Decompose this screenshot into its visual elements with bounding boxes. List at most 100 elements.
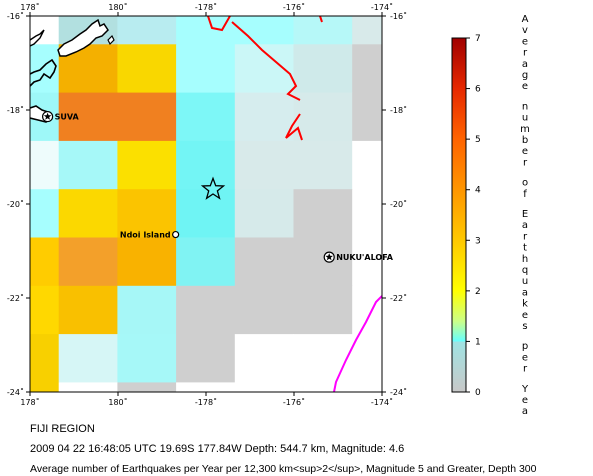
lon-tick-label: 178˚: [20, 397, 39, 407]
lon-tick-label: 178˚: [20, 2, 39, 12]
grid-cell: [293, 16, 353, 45]
place-1: Ndoi Island: [120, 231, 180, 240]
map-description: Average number of Earthquakes per Year p…: [30, 463, 537, 475]
scale-tick-label: 7: [475, 34, 481, 44]
scale-title-letter: a: [522, 287, 528, 298]
scale-title-letter: e: [522, 81, 528, 92]
scale-title-letter: a: [522, 220, 528, 231]
grid-cell: [293, 382, 353, 392]
grid-cells: [30, 16, 529, 392]
scale-title-letter: a: [522, 59, 528, 70]
scale-title-letter: n: [522, 101, 528, 112]
grid-cell: [176, 382, 236, 392]
epicenter: [200, 176, 226, 200]
grid-cell: [293, 189, 353, 238]
grid-cell: [176, 140, 236, 190]
grid-cell: [176, 44, 236, 94]
grid-cell: [30, 237, 60, 287]
grid-cell: [30, 285, 60, 335]
scale-title-letter: k: [522, 299, 528, 310]
scale-title-letter: p: [522, 341, 528, 352]
map-frame: SUVA Ndoi Island NUKU'ALOFA 178˚ 178˚ 180˚ 18…: [7, 2, 529, 407]
scale-title-letter: f: [523, 189, 527, 200]
lat-tick-label: -16˚: [390, 11, 407, 21]
grid-cell: [58, 92, 118, 142]
grid-cell: [58, 334, 118, 383]
grid-cell: [234, 382, 294, 392]
scale-title-letter: q: [522, 265, 528, 276]
viti-levu-outline: [30, 58, 57, 87]
lat-tick-label: -18˚: [7, 105, 24, 115]
grid-cell: [176, 237, 236, 287]
region-title: FIJI REGION: [30, 423, 95, 435]
grid-cell: [117, 382, 177, 392]
scale-title-letter: m: [520, 124, 530, 135]
scale-title-letter: b: [522, 135, 528, 146]
grid-cell: [234, 16, 294, 45]
grid-cell: [352, 189, 382, 238]
grid-cell: [470, 141, 529, 190]
lon-tick-label: 180˚: [108, 397, 127, 407]
scale-tick-label: 2: [475, 287, 481, 297]
vanua-levu-outline: [57, 18, 109, 57]
grid-cell: [234, 140, 294, 190]
plate-boundary-line: [207, 16, 323, 141]
trench-line: [333, 295, 382, 392]
grid-cell: [117, 189, 177, 238]
scale-title-letter: e: [522, 395, 528, 406]
grid-cell: [58, 140, 118, 190]
scale-title-letter: e: [522, 146, 528, 157]
scale-title-letter: r: [523, 231, 528, 242]
grid-cell: [176, 92, 236, 142]
scale-title-letter: e: [522, 310, 528, 321]
grid-cell: [176, 189, 236, 238]
lon-tick-label: -174˚: [371, 397, 393, 407]
grid-cell: [293, 44, 353, 94]
lat-tick-label: -20˚: [390, 199, 407, 209]
grid-cell: [234, 92, 294, 142]
axis-ticks: 178˚ 178˚ 180˚ 180˚ -178˚ -178˚ -176˚ -176˚ -174…: [7, 2, 407, 407]
grid-cell: [58, 237, 118, 287]
grid-cell: [30, 189, 60, 238]
lat-tick-label: -18˚: [390, 105, 407, 115]
place-label: SUVA: [55, 113, 80, 122]
lon-tick-label: -176˚: [283, 397, 305, 407]
scale-title-letter: Y: [521, 384, 529, 395]
lat-tick-label: -24˚: [7, 387, 24, 397]
grid-cell: [234, 237, 294, 287]
grid-cell: [176, 285, 236, 335]
grid-cell: [352, 382, 382, 392]
scale-title-letter: u: [522, 276, 528, 287]
capital-star-icon: [43, 112, 52, 120]
scale-title-letter: a: [522, 406, 528, 417]
grid-cell: [293, 237, 353, 287]
lat-tick-label: -16˚: [7, 11, 24, 21]
scale-title-letter: e: [522, 352, 528, 363]
scale-tick-label: 1: [475, 337, 481, 347]
place-markers: SUVA Ndoi Island NUKU'ALOFA: [41, 110, 394, 263]
grid-cell: [30, 334, 60, 383]
grid-cell: [176, 16, 236, 45]
grid-cell: [352, 140, 382, 190]
grid-cell: [234, 189, 294, 238]
grid-cell: [293, 334, 353, 383]
scale-title-letter: E: [522, 209, 528, 220]
scale-title-letter: v: [522, 25, 528, 36]
grid-cell: [352, 92, 382, 142]
scale-title-letter: h: [522, 254, 528, 265]
grid-cell: [117, 16, 177, 45]
grid-cell: [352, 44, 382, 94]
scale-title-letter: r: [523, 48, 528, 59]
grid-cell: [234, 334, 294, 383]
lon-tick-label: -178˚: [195, 2, 217, 12]
scale-tick-label: 4: [475, 186, 481, 196]
lat-tick-label: -22˚: [390, 293, 407, 303]
plate-boundaries: [207, 16, 382, 392]
grid-cell: [117, 334, 177, 383]
grid-cell: [58, 382, 118, 392]
grid-cell: [117, 285, 177, 335]
place-label: Ndoi Island: [120, 231, 171, 240]
scale-title-letter: r: [523, 157, 528, 168]
